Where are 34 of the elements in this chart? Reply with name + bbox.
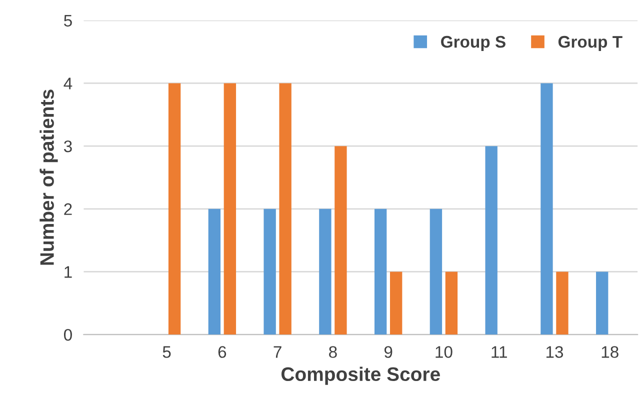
- y-tick-label: 4: [64, 78, 72, 90]
- bar: [334, 146, 347, 335]
- x-tick-label: 9: [384, 346, 392, 358]
- legend-label: Group T: [558, 36, 622, 52]
- legend-label: Group S: [441, 36, 506, 52]
- bar: [264, 208, 276, 335]
- bar: [485, 146, 498, 335]
- y-tick-label: 1: [64, 266, 72, 278]
- bar: [208, 208, 221, 335]
- y-tick-label: 2: [64, 203, 72, 215]
- x-tick-label: 5: [162, 346, 171, 358]
- x-tick-label: 7: [274, 346, 282, 358]
- bar: [540, 83, 553, 335]
- x-tick-label: 8: [329, 346, 337, 358]
- bar: [224, 83, 236, 335]
- x-tick-label: 6: [218, 346, 226, 358]
- bar: [279, 83, 292, 335]
- y-tick-label: 5: [64, 14, 72, 27]
- x-tick-label: 10: [436, 346, 452, 358]
- bar: [168, 83, 181, 335]
- bar: [374, 208, 387, 335]
- bar: [596, 272, 608, 335]
- x-axis-title: Composite Score: [281, 366, 440, 385]
- bar: [556, 272, 568, 335]
- y-tick-label: 3: [64, 140, 72, 152]
- y-tick-label: 0: [64, 328, 72, 341]
- x-tick-label: 13: [546, 346, 564, 358]
- x-tick-label: 11: [492, 346, 507, 358]
- x-tick-label: 18: [602, 346, 618, 358]
- bar: [319, 208, 332, 335]
- bar: [430, 208, 442, 335]
- bar: [445, 272, 458, 335]
- bar: [390, 272, 402, 335]
- y-axis-title: Number of patients: [40, 90, 58, 265]
